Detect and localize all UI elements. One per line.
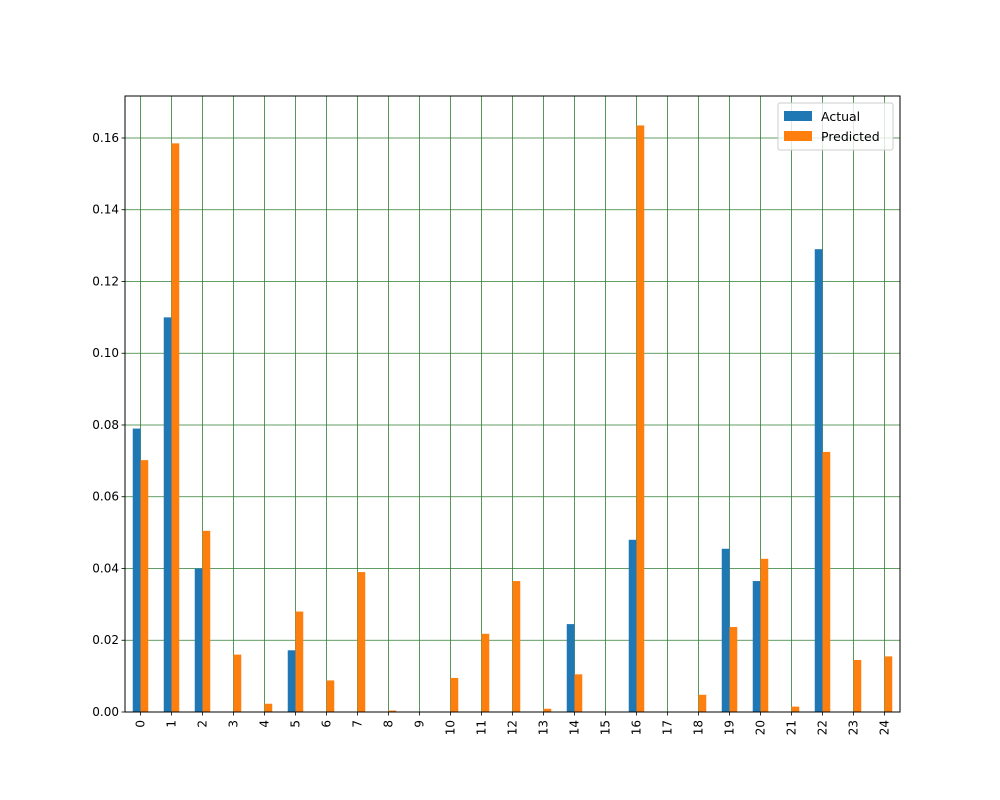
bar-predicted-0 bbox=[140, 460, 149, 712]
legend-swatch-actual bbox=[784, 111, 812, 121]
y-tick-label: 0.04 bbox=[92, 561, 119, 575]
x-tick-label: 12 bbox=[506, 720, 520, 735]
x-tick-label: 22 bbox=[816, 720, 830, 735]
bar-actual-20 bbox=[752, 581, 761, 712]
x-tick-label: 5 bbox=[289, 720, 303, 728]
x-tick-label: 1 bbox=[165, 720, 179, 728]
x-tick-label: 24 bbox=[878, 720, 892, 735]
x-tick-label: 23 bbox=[847, 720, 861, 735]
legend-label-predicted: Predicted bbox=[821, 129, 880, 144]
x-tick-label: 15 bbox=[599, 720, 613, 735]
bar-actual-5 bbox=[287, 650, 296, 712]
bar-predicted-23 bbox=[853, 659, 862, 712]
axis-ticks: 0.000.020.040.060.080.100.120.140.160 1 2 3… bbox=[92, 131, 891, 735]
legend-label-actual: Actual bbox=[821, 109, 860, 124]
x-tick-label: 17 bbox=[661, 720, 675, 735]
bar-predicted-4 bbox=[264, 703, 273, 712]
bar-predicted-14 bbox=[574, 674, 583, 712]
bar-actual-16 bbox=[628, 539, 637, 712]
y-tick-label: 0.16 bbox=[92, 131, 119, 145]
bar-predicted-7 bbox=[357, 572, 366, 712]
bar-actual-19 bbox=[721, 548, 730, 712]
bar-predicted-1 bbox=[171, 143, 180, 712]
bar-predicted-6 bbox=[326, 680, 335, 712]
bar-predicted-5 bbox=[295, 611, 304, 712]
x-tick-label: 7 bbox=[351, 720, 365, 728]
y-tick-label: 0.14 bbox=[92, 203, 119, 217]
bar-predicted-8 bbox=[388, 710, 397, 712]
y-tick-label: 0.06 bbox=[92, 490, 119, 504]
y-tick-label: 0.08 bbox=[92, 418, 119, 432]
x-tick-label: 14 bbox=[568, 720, 582, 735]
bar-predicted-22 bbox=[822, 451, 831, 712]
bar-predicted-10 bbox=[450, 677, 459, 712]
x-tick-label: 21 bbox=[785, 720, 799, 735]
bar-predicted-19 bbox=[729, 626, 738, 712]
bar-actual-22 bbox=[814, 249, 823, 712]
x-tick-label: 6 bbox=[320, 720, 334, 728]
bar-actual-2 bbox=[194, 568, 203, 712]
x-tick-label: 13 bbox=[537, 720, 551, 735]
bar-predicted-18 bbox=[698, 694, 707, 712]
y-tick-label: 0.10 bbox=[92, 346, 119, 360]
x-tick-label: 11 bbox=[475, 720, 489, 735]
bar-predicted-3 bbox=[233, 654, 242, 712]
legend: Actual Predicted bbox=[777, 102, 894, 151]
y-tick-label: 0.00 bbox=[92, 705, 119, 719]
bar-predicted-24 bbox=[884, 656, 893, 712]
y-tick-label: 0.02 bbox=[92, 633, 119, 647]
bar-predicted-20 bbox=[760, 558, 769, 712]
x-tick-label: 19 bbox=[723, 720, 737, 735]
bar-actual-14 bbox=[566, 624, 575, 712]
x-tick-label: 16 bbox=[630, 720, 644, 735]
x-tick-label: 8 bbox=[382, 720, 396, 728]
bar-predicted-16 bbox=[636, 125, 645, 712]
y-tick-label: 0.12 bbox=[92, 274, 119, 288]
x-tick-label: 3 bbox=[227, 720, 241, 728]
bars bbox=[132, 125, 893, 712]
bar-actual-1 bbox=[163, 317, 172, 712]
x-tick-label: 0 bbox=[134, 720, 148, 728]
x-tick-label: 20 bbox=[754, 720, 768, 735]
bar-predicted-11 bbox=[481, 633, 490, 712]
bar-predicted-12 bbox=[512, 581, 521, 712]
x-tick-label: 4 bbox=[258, 720, 272, 728]
x-tick-label: 10 bbox=[444, 720, 458, 735]
bar-actual-0 bbox=[132, 428, 141, 712]
x-tick-label: 2 bbox=[196, 720, 210, 728]
bar-predicted-13 bbox=[543, 708, 552, 712]
x-tick-label: 18 bbox=[692, 720, 706, 735]
bar-predicted-21 bbox=[791, 706, 800, 712]
bar-predicted-2 bbox=[202, 530, 211, 712]
legend-swatch-predicted bbox=[784, 131, 812, 141]
x-tick-label: 9 bbox=[413, 720, 427, 728]
